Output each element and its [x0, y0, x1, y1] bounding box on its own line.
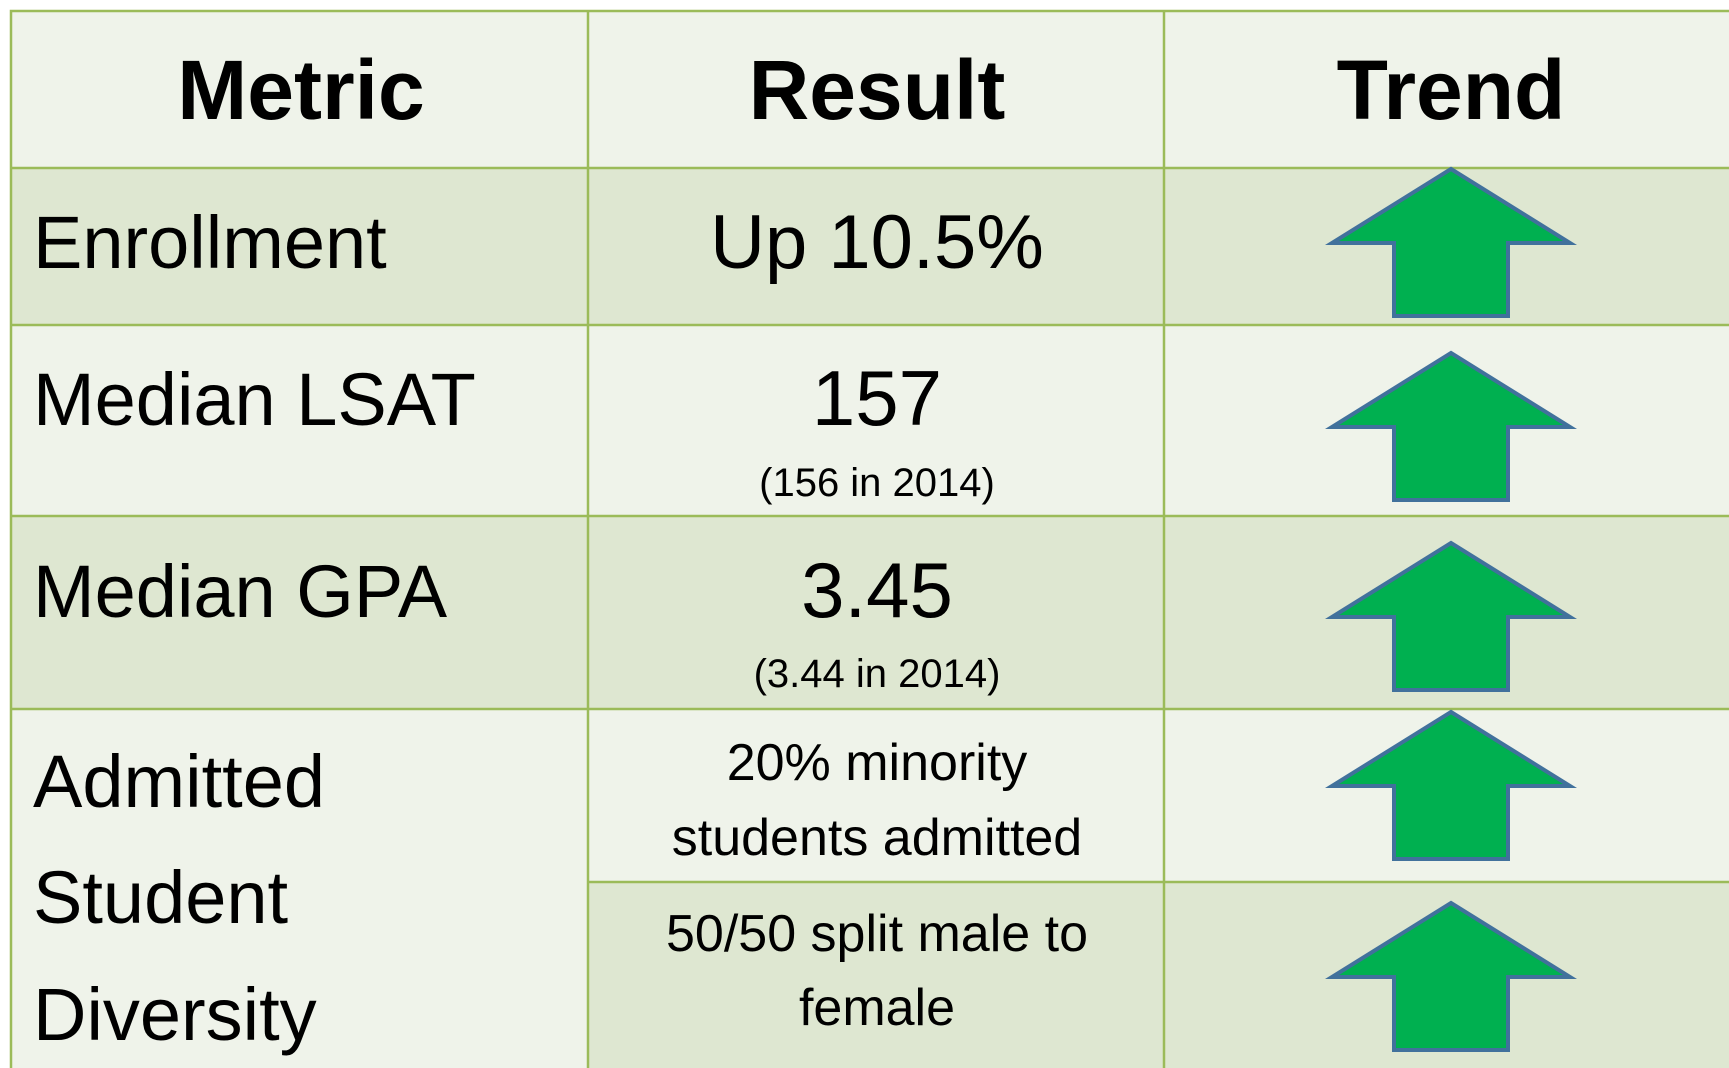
trend-up-arrow [1324, 350, 1578, 502]
header-cell: Metric [177, 43, 424, 137]
header-cell: Result [749, 43, 1006, 137]
result-note: (156 in 2014) [759, 461, 995, 505]
metric-label: Median LSAT [33, 358, 476, 441]
metric-label: Diversity [33, 973, 317, 1056]
trend-up-arrow [1324, 709, 1578, 861]
metric-label: Median GPA [33, 550, 448, 633]
trend-up-arrow [1324, 900, 1578, 1052]
trend-up-arrow [1324, 540, 1578, 692]
metric-label: Student [33, 856, 289, 939]
header-cell: Trend [1337, 43, 1566, 137]
result-text: 20% minority [727, 734, 1028, 792]
metric-label: Enrollment [33, 201, 387, 284]
result-text: students admitted [672, 809, 1082, 867]
result-text: female [799, 979, 955, 1037]
metric-label: Admitted [33, 740, 325, 823]
result-text: Up 10.5% [710, 200, 1044, 285]
trend-up-arrow [1324, 166, 1578, 318]
result-text: 3.45 [801, 546, 953, 634]
grid [9, 9, 1729, 1068]
result-note: (3.44 in 2014) [754, 652, 1001, 696]
result-text: 50/50 split male to [666, 905, 1088, 963]
result-text: 157 [812, 354, 942, 442]
